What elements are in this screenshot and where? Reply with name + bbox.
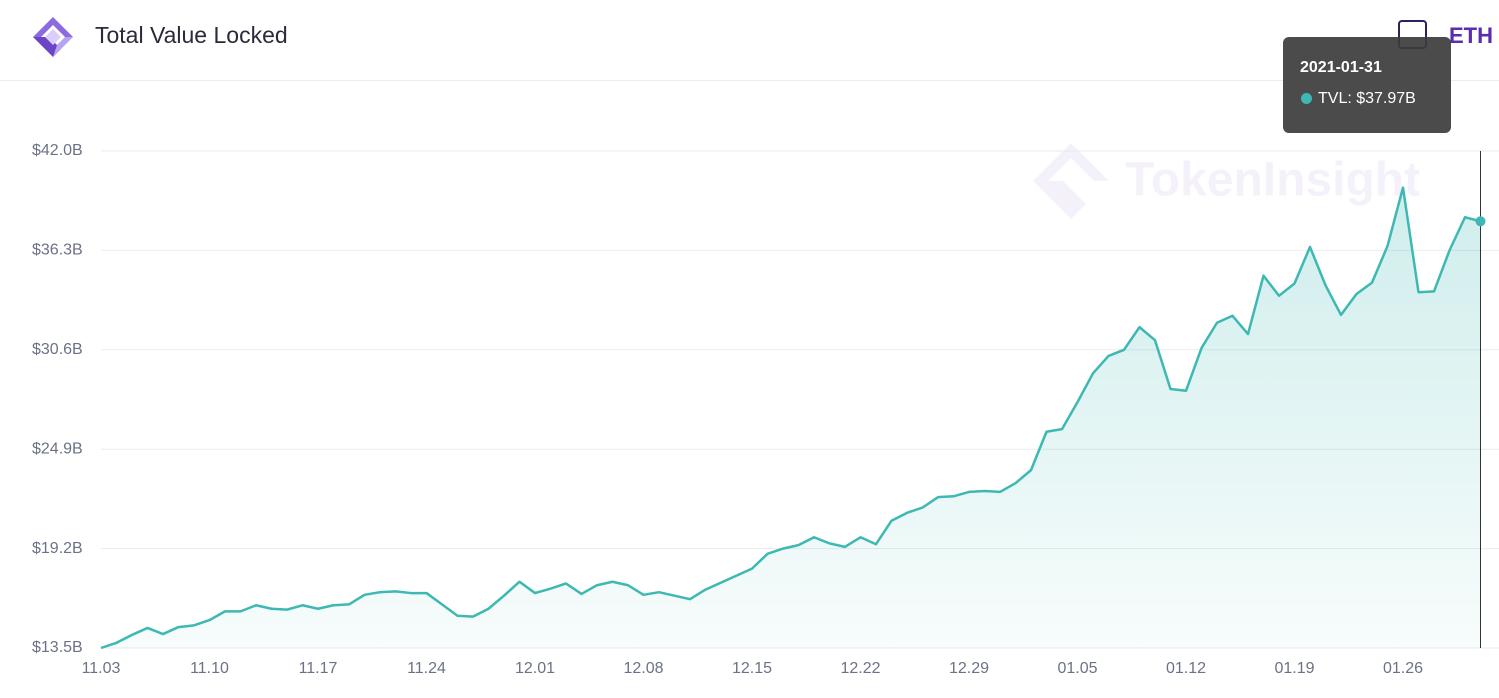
x-tick-label: 01.12 [1166,660,1206,677]
y-tick-label: $19.2B [32,540,83,557]
page-title: Total Value Locked [95,22,288,48]
x-tick-label: 01.19 [1274,660,1314,677]
x-tick-label: 11.24 [407,660,446,677]
watermark: TokenInsight [1125,154,1420,207]
y-tick-label: $24.9B [32,440,83,457]
hover-point [1475,216,1486,227]
tooltip-title: 2021-01-31 [1300,59,1382,76]
y-tick-label: $42.0B [32,142,83,159]
line [100,186,1481,650]
x-tick-label: 12.15 [732,660,772,677]
tooltip-marker [1301,93,1312,104]
x-tick-label: 12.01 [515,660,555,677]
x-tick-label: 01.26 [1383,660,1423,677]
y-tick-label: $30.6B [32,341,83,358]
x-tick-label: 01.05 [1057,660,1097,677]
x-tick-label: 11.03 [82,660,121,677]
x-tick-label: 12.08 [623,660,663,677]
x-tick-label: 11.10 [190,660,229,677]
x-tick-label: 11.17 [299,660,338,677]
x-tick-label: 12.29 [949,660,989,677]
y-tick-label: $13.5B [32,639,83,656]
tooltip: 2021-01-31 TVL: $37.97B [1283,37,1451,133]
header: Total Value Locked ETH [0,0,1499,81]
tooltip-label: TVL: $37.97B [1318,90,1416,107]
watermark-logo [1033,143,1109,219]
area-fill [101,187,1481,649]
x-tick-label: 12.22 [840,660,880,677]
toggle-label[interactable]: ETH [1449,23,1493,48]
y-tick-label: $36.3B [32,242,83,259]
logo [33,17,73,57]
